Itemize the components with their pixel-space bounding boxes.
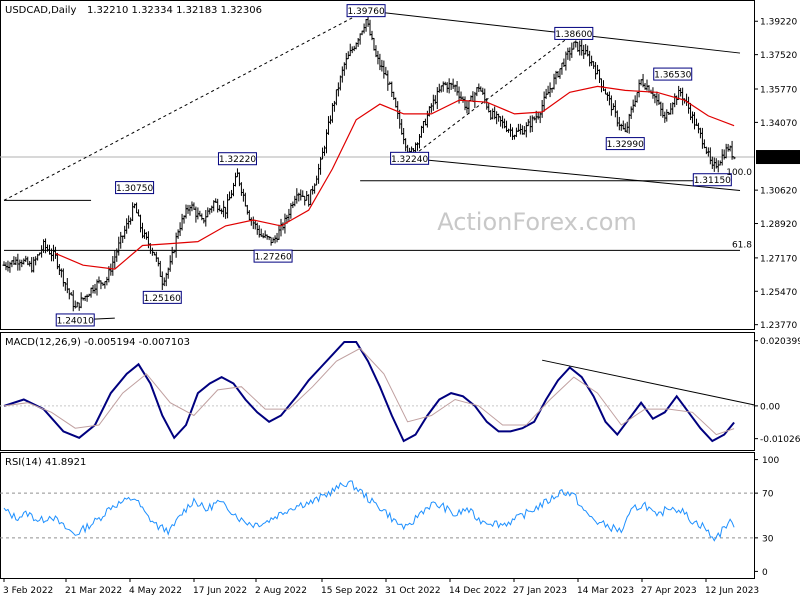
price-annotation: 1.39760 [346,4,386,18]
annotation-text: 1.32220 [219,155,256,165]
x-tick-label: 14 Mar 2023 [577,586,634,596]
trendline-1 [409,33,575,159]
y-tick-label: 1.37520 [760,51,797,61]
y-tick-label: 1.23770 [760,321,797,331]
annotation-text: 1.27260 [254,253,291,263]
price-panel [0,0,755,330]
annotation-box [692,173,732,187]
annotation-text: 1.32990 [607,140,644,150]
y-tick-label: 1.30620 [760,187,797,197]
rsi-layer [0,480,754,542]
annotation-box [605,137,645,151]
x-tick-label: 14 Dec 2022 [449,586,507,596]
price-annotation: 1.38600 [554,26,594,40]
macd-trendline [542,359,755,406]
annotation-text: 1.25160 [144,294,181,304]
x-tick-label: 4 May 2022 [129,586,182,596]
price-annotation: 1.27260 [253,249,293,263]
y-tick-label: 1.27170 [760,254,797,264]
price-annotation: 1.32220 [217,152,257,166]
annotation-text: 1.24010 [57,316,94,326]
price-annotation: 1.25160 [142,290,182,304]
moving-average-line [55,85,735,270]
trendline-0 [3,10,367,201]
annotation-text: 1.39760 [347,7,384,17]
annotation-box [217,152,257,166]
annotation-text: 1.31150 [694,176,731,186]
macd-panel [0,332,755,451]
price-annotation: 1.31150 [692,173,732,187]
annotation-box [653,67,693,81]
x-tick-label: 2 Aug 2022 [255,586,307,596]
trendline-2 [366,10,741,54]
price-annotation: 1.36530 [653,67,693,81]
x-tick-label: 3 Feb 2022 [3,586,53,596]
price-annotation: 1.30750 [115,181,155,195]
y-tick-label: 1.35770 [760,85,797,95]
x-tick-label: 17 Jun 2022 [193,586,247,596]
fib-label: 100.0 [726,168,752,178]
rsi-y-tick-label: 0 [762,568,768,578]
rsi-y-tick-label: 30 [762,534,774,544]
ohlc-bar [732,156,736,160]
x-tick-label: 15 Sep 2022 [321,586,378,596]
annotation-box [346,4,386,18]
annotation-box [142,290,182,304]
annotation-box [390,151,430,165]
x-tick-label: 27 Jan 2023 [513,586,567,596]
rsi-line [3,480,735,542]
macd-line [3,341,735,443]
x-tick-label: 12 Jun 2023 [705,586,759,596]
annotation-box [55,313,95,327]
y-tick-label: 1.34070 [760,119,797,129]
rsi-title: RSI(14) 41.8921 [5,457,86,468]
y-tick-label: 1.25470 [760,288,797,298]
ohlc-label: 1.32210 1.32334 1.32183 1.32306 [87,5,262,16]
price-annotation: 1.24010 [55,313,95,327]
annotation-box [554,26,594,40]
rsi-y-tick-label: 100 [762,456,779,466]
price-annotation: 1.32240 [390,151,430,165]
trendline-3 [409,157,741,192]
watermark: ActionForex.com [437,208,637,236]
macd-title: MACD(12,26,9) -0.005194 -0.007103 [5,337,190,348]
annotation-text: 1.30750 [116,184,153,194]
y-tick-label: 1.28920 [760,220,797,230]
macd-y-tick-label: -0.01026 [760,435,800,445]
macd-y-tick-label: 0.020399 [760,337,800,347]
x-tick-label: 31 Oct 2022 [385,586,441,596]
fib-label: 61.8 [732,240,752,250]
rsi-panel [0,452,755,579]
x-tick-label: 21 Mar 2022 [65,586,122,596]
annotation-text: 1.36530 [654,71,691,81]
macd-y-tick-label: 0.00 [760,402,780,412]
x-tick-label: 27 Apr 2023 [641,586,697,596]
axes-layer: 1.39220 1.37520 1.35770 1.34070 1.32306 1.306… [3,18,800,596]
annotation-box [253,249,293,263]
rsi-y-tick-label: 70 [762,490,774,500]
chart-header: USDCAD,Daily 1.32210 1.32334 1.32183 1.3… [5,5,262,16]
annotation-text: 1.32240 [391,155,428,165]
current-price-tag [756,150,800,165]
current-price-text: 1.32306 [760,154,797,164]
signal-line [3,347,735,436]
symbol-label: USDCAD,Daily [5,5,76,16]
annotation-text: 1.38600 [555,30,592,40]
annotation-box [115,181,155,195]
price-layer: 1.39760 1.38600 1.36530 1.32990 1.32240 1.311… [0,4,754,327]
y-tick-label: 1.39220 [760,18,797,28]
price-annotation: 1.32990 [605,137,645,151]
macd-layer [0,341,755,443]
